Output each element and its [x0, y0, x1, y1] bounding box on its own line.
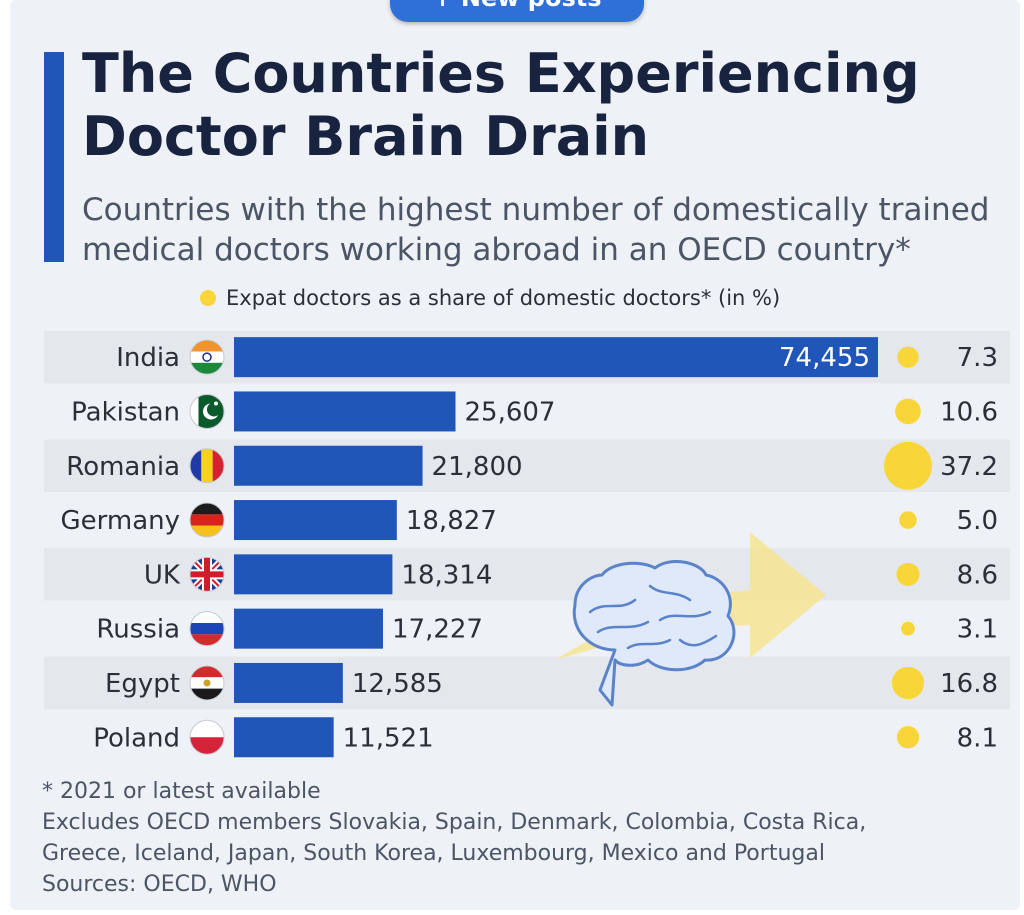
bar-value-label: 11,521: [343, 723, 434, 753]
footnote-excludes-1: Excludes OECD members Slovakia, Spain, D…: [42, 810, 867, 835]
share-value-label: 3.1: [957, 615, 998, 645]
bar: [234, 391, 456, 432]
share-bubble: [895, 398, 921, 425]
bar-value-label: 21,800: [432, 452, 523, 482]
category-label: Egypt: [105, 669, 180, 699]
bar: [234, 337, 878, 378]
share-value-label: 5.0: [957, 506, 998, 536]
bar: [234, 445, 423, 486]
category-label: Pakistan: [71, 397, 180, 427]
new-posts-button[interactable]: + New posts: [390, 0, 644, 22]
title-accent-bar: [44, 52, 64, 262]
bar: [234, 608, 384, 649]
legend-label: Expat doctors as a share of domestic doc…: [226, 286, 781, 310]
bar-value-label: 25,607: [464, 397, 555, 427]
category-label: Poland: [93, 723, 180, 753]
share-value-label: 16.8: [940, 669, 998, 699]
chart-subtitle: Countries with the highest number of dom…: [82, 190, 1012, 270]
bar: [234, 500, 397, 541]
share-value-label: 10.6: [940, 397, 998, 427]
share-bubble: [897, 346, 919, 368]
category-label: UK: [144, 560, 181, 590]
share-bubble: [884, 441, 932, 490]
row-band: [44, 656, 1010, 710]
share-bubble: [891, 666, 925, 700]
india-flag-icon: [189, 339, 225, 375]
brain-with-arrow-icon: [555, 532, 826, 707]
bar: [234, 662, 343, 703]
russia-flag-icon: [189, 611, 225, 647]
bar-value-label: 74,455: [779, 343, 870, 373]
bar-value-label: 17,227: [392, 615, 483, 645]
chart-subtitle-line-1: Countries with the highest number of dom…: [82, 192, 990, 228]
category-label: Russia: [96, 615, 180, 645]
chart-legend: Expat doctors as a share of domestic doc…: [200, 286, 780, 310]
share-value-label: 8.1: [957, 723, 998, 753]
share-value-label: 37.2: [940, 452, 998, 482]
chart-title: The Countries Experiencing Doctor Brain …: [82, 42, 982, 168]
share-bubble: [899, 511, 917, 529]
share-value-label: 8.6: [957, 560, 998, 590]
uk-flag-icon: [189, 556, 225, 592]
footnote-date: * 2021 or latest available: [42, 779, 321, 804]
bar-value-label: 18,827: [406, 506, 497, 536]
share-bubble: [896, 726, 920, 749]
category-label: India: [116, 343, 180, 373]
egypt-flag-icon: [189, 665, 225, 701]
bar-value-label: 18,314: [401, 560, 492, 590]
row-band: [44, 439, 1010, 492]
footnote-excludes-2: Greece, Iceland, Japan, South Korea, Lux…: [42, 841, 825, 866]
share-value-label: 7.3: [957, 343, 998, 373]
pakistan-flag-icon: [189, 393, 225, 429]
category-label: Romania: [66, 452, 180, 482]
category-label: Germany: [60, 506, 180, 536]
share-bubble: [901, 621, 915, 636]
bar-value-label: 12,585: [352, 669, 443, 699]
bar: [234, 717, 334, 758]
footnotes: * 2021 or latest available Excludes OECD…: [42, 776, 866, 900]
poland-flag-icon: [189, 719, 225, 755]
row-band: [44, 548, 1010, 601]
chart-title-line-1: The Countries Experiencing: [82, 42, 920, 105]
germany-flag-icon: [189, 502, 225, 538]
chart-title-line-2: Doctor Brain Drain: [82, 105, 650, 168]
romania-flag-icon: [189, 448, 225, 484]
footnote-sources: Sources: OECD, WHO: [42, 872, 277, 897]
legend-dot-icon: [200, 290, 216, 306]
bar: [234, 554, 393, 595]
share-bubble: [896, 562, 920, 586]
chart-subtitle-line-2: medical doctors working abroad in an OEC…: [82, 232, 911, 268]
